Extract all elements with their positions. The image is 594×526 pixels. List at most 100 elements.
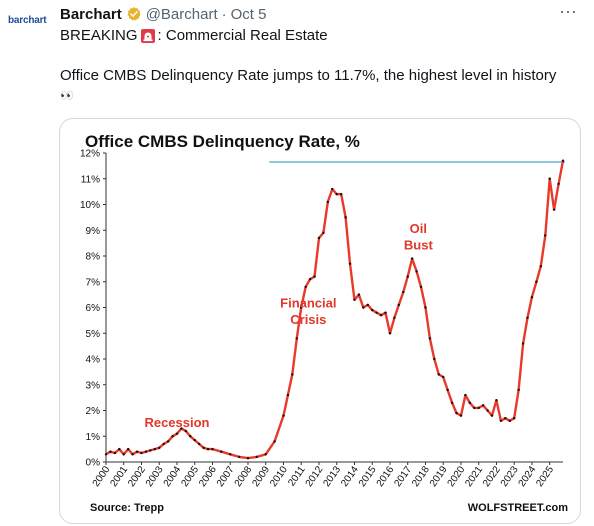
data-point: [504, 417, 507, 420]
data-point: [362, 306, 365, 309]
data-point: [402, 290, 405, 294]
x-tick-label: 2022: [481, 464, 503, 489]
data-point: [291, 373, 294, 376]
x-tick-label: 2003: [144, 464, 166, 489]
author-name[interactable]: Barchart: [60, 5, 122, 23]
data-point: [508, 419, 511, 422]
data-point: [313, 275, 316, 278]
x-tick-label: 2014: [339, 464, 361, 489]
data-point: [322, 231, 325, 235]
data-point: [140, 451, 143, 455]
data-point: [375, 311, 378, 314]
data-point: [473, 406, 476, 410]
data-point: [331, 187, 334, 191]
data-point: [424, 306, 427, 309]
data-point: [535, 280, 538, 283]
x-tick-label: 2019: [428, 464, 450, 489]
x-tick-label: 2010: [268, 464, 290, 489]
x-tick-label: 2001: [108, 464, 130, 489]
data-point: [379, 314, 383, 317]
data-point: [149, 449, 152, 452]
tweet-body: Office CMBS Delinquency Rate jumps to 11…: [60, 67, 557, 84]
data-point: [109, 450, 112, 453]
x-tick-label: 2009: [250, 464, 272, 489]
data-point: [419, 285, 423, 289]
y-tick-label: 10%: [80, 200, 100, 211]
data-point: [490, 414, 494, 417]
data-point: [415, 270, 418, 273]
data-point: [131, 453, 134, 456]
data-point: [530, 296, 534, 299]
avatar[interactable]: barchart: [8, 10, 52, 36]
data-point: [126, 447, 130, 451]
data-point: [428, 337, 432, 340]
author-handle[interactable]: @Barchart: [145, 5, 218, 23]
y-tick-label: 5%: [86, 329, 101, 340]
chart-source: Source: Trepp: [90, 502, 164, 514]
data-point: [135, 450, 139, 453]
data-point: [464, 393, 467, 397]
data-point: [282, 414, 285, 417]
data-point: [113, 451, 117, 455]
data-point: [561, 159, 565, 162]
data-point: [220, 450, 223, 453]
data-point: [393, 316, 396, 319]
data-point: [344, 216, 347, 219]
data-point: [539, 265, 543, 268]
data-point: [410, 257, 414, 260]
annotation-label: Financial: [280, 296, 336, 311]
x-tick-label: 2018: [410, 464, 432, 489]
y-tick-label: 9%: [86, 226, 101, 237]
data-point: [180, 427, 183, 430]
data-point: [171, 435, 174, 438]
x-tick-label: 2013: [321, 464, 343, 489]
data-point: [304, 285, 307, 289]
data-point: [184, 429, 188, 433]
x-tick-label: 2024: [517, 464, 539, 489]
data-point: [459, 414, 463, 417]
data-point: [455, 411, 458, 415]
data-point: [317, 236, 321, 240]
x-tick-label: 2021: [463, 464, 485, 489]
data-point: [481, 404, 485, 407]
delinquency-chart: Office CMBS Delinquency Rate, % Source: …: [80, 132, 568, 514]
data-point: [295, 337, 298, 340]
tweet-date[interactable]: Oct 5: [230, 5, 267, 23]
data-point: [388, 332, 392, 335]
x-tick-label: 2007: [215, 464, 237, 489]
data-point: [544, 234, 547, 237]
chart-credit: WOLFSTREET.com: [468, 502, 568, 514]
data-point: [406, 275, 409, 278]
y-tick-label: 8%: [86, 252, 101, 263]
tweet-header: Barchart @Barchart · Oct 5: [60, 4, 580, 24]
x-tick-label: 2011: [286, 464, 308, 488]
data-point: [300, 306, 303, 309]
data-point: [286, 393, 290, 397]
x-tick-label: 2008: [233, 464, 255, 489]
data-point: [189, 435, 192, 438]
data-point: [521, 342, 525, 345]
chart-image[interactable]: Office CMBS Delinquency Rate, % Source: …: [59, 118, 581, 524]
data-point: [229, 453, 232, 456]
y-tick-label: 3%: [86, 380, 101, 391]
chart-title: Office CMBS Delinquency Rate, %: [85, 132, 360, 151]
data-point: [162, 442, 165, 446]
breaking-text: BREAKING: [60, 27, 138, 44]
x-tick-label: 2016: [375, 464, 397, 489]
y-tick-label: 6%: [86, 303, 101, 314]
x-tick-label: 2015: [357, 464, 379, 489]
data-point: [446, 388, 449, 392]
x-tick-label: 2023: [499, 464, 521, 489]
dot-separator: ·: [221, 5, 227, 23]
siren-icon: [140, 28, 155, 43]
data-point: [118, 447, 121, 451]
x-tick-label: 2012: [304, 464, 326, 489]
data-point: [326, 200, 330, 204]
more-icon[interactable]: ···: [559, 1, 577, 21]
data-point: [397, 303, 401, 307]
verified-badge-icon: [127, 7, 141, 21]
data-point: [206, 447, 210, 451]
data-point: [353, 298, 356, 301]
data-point: [557, 182, 560, 186]
data-point: [153, 447, 157, 451]
